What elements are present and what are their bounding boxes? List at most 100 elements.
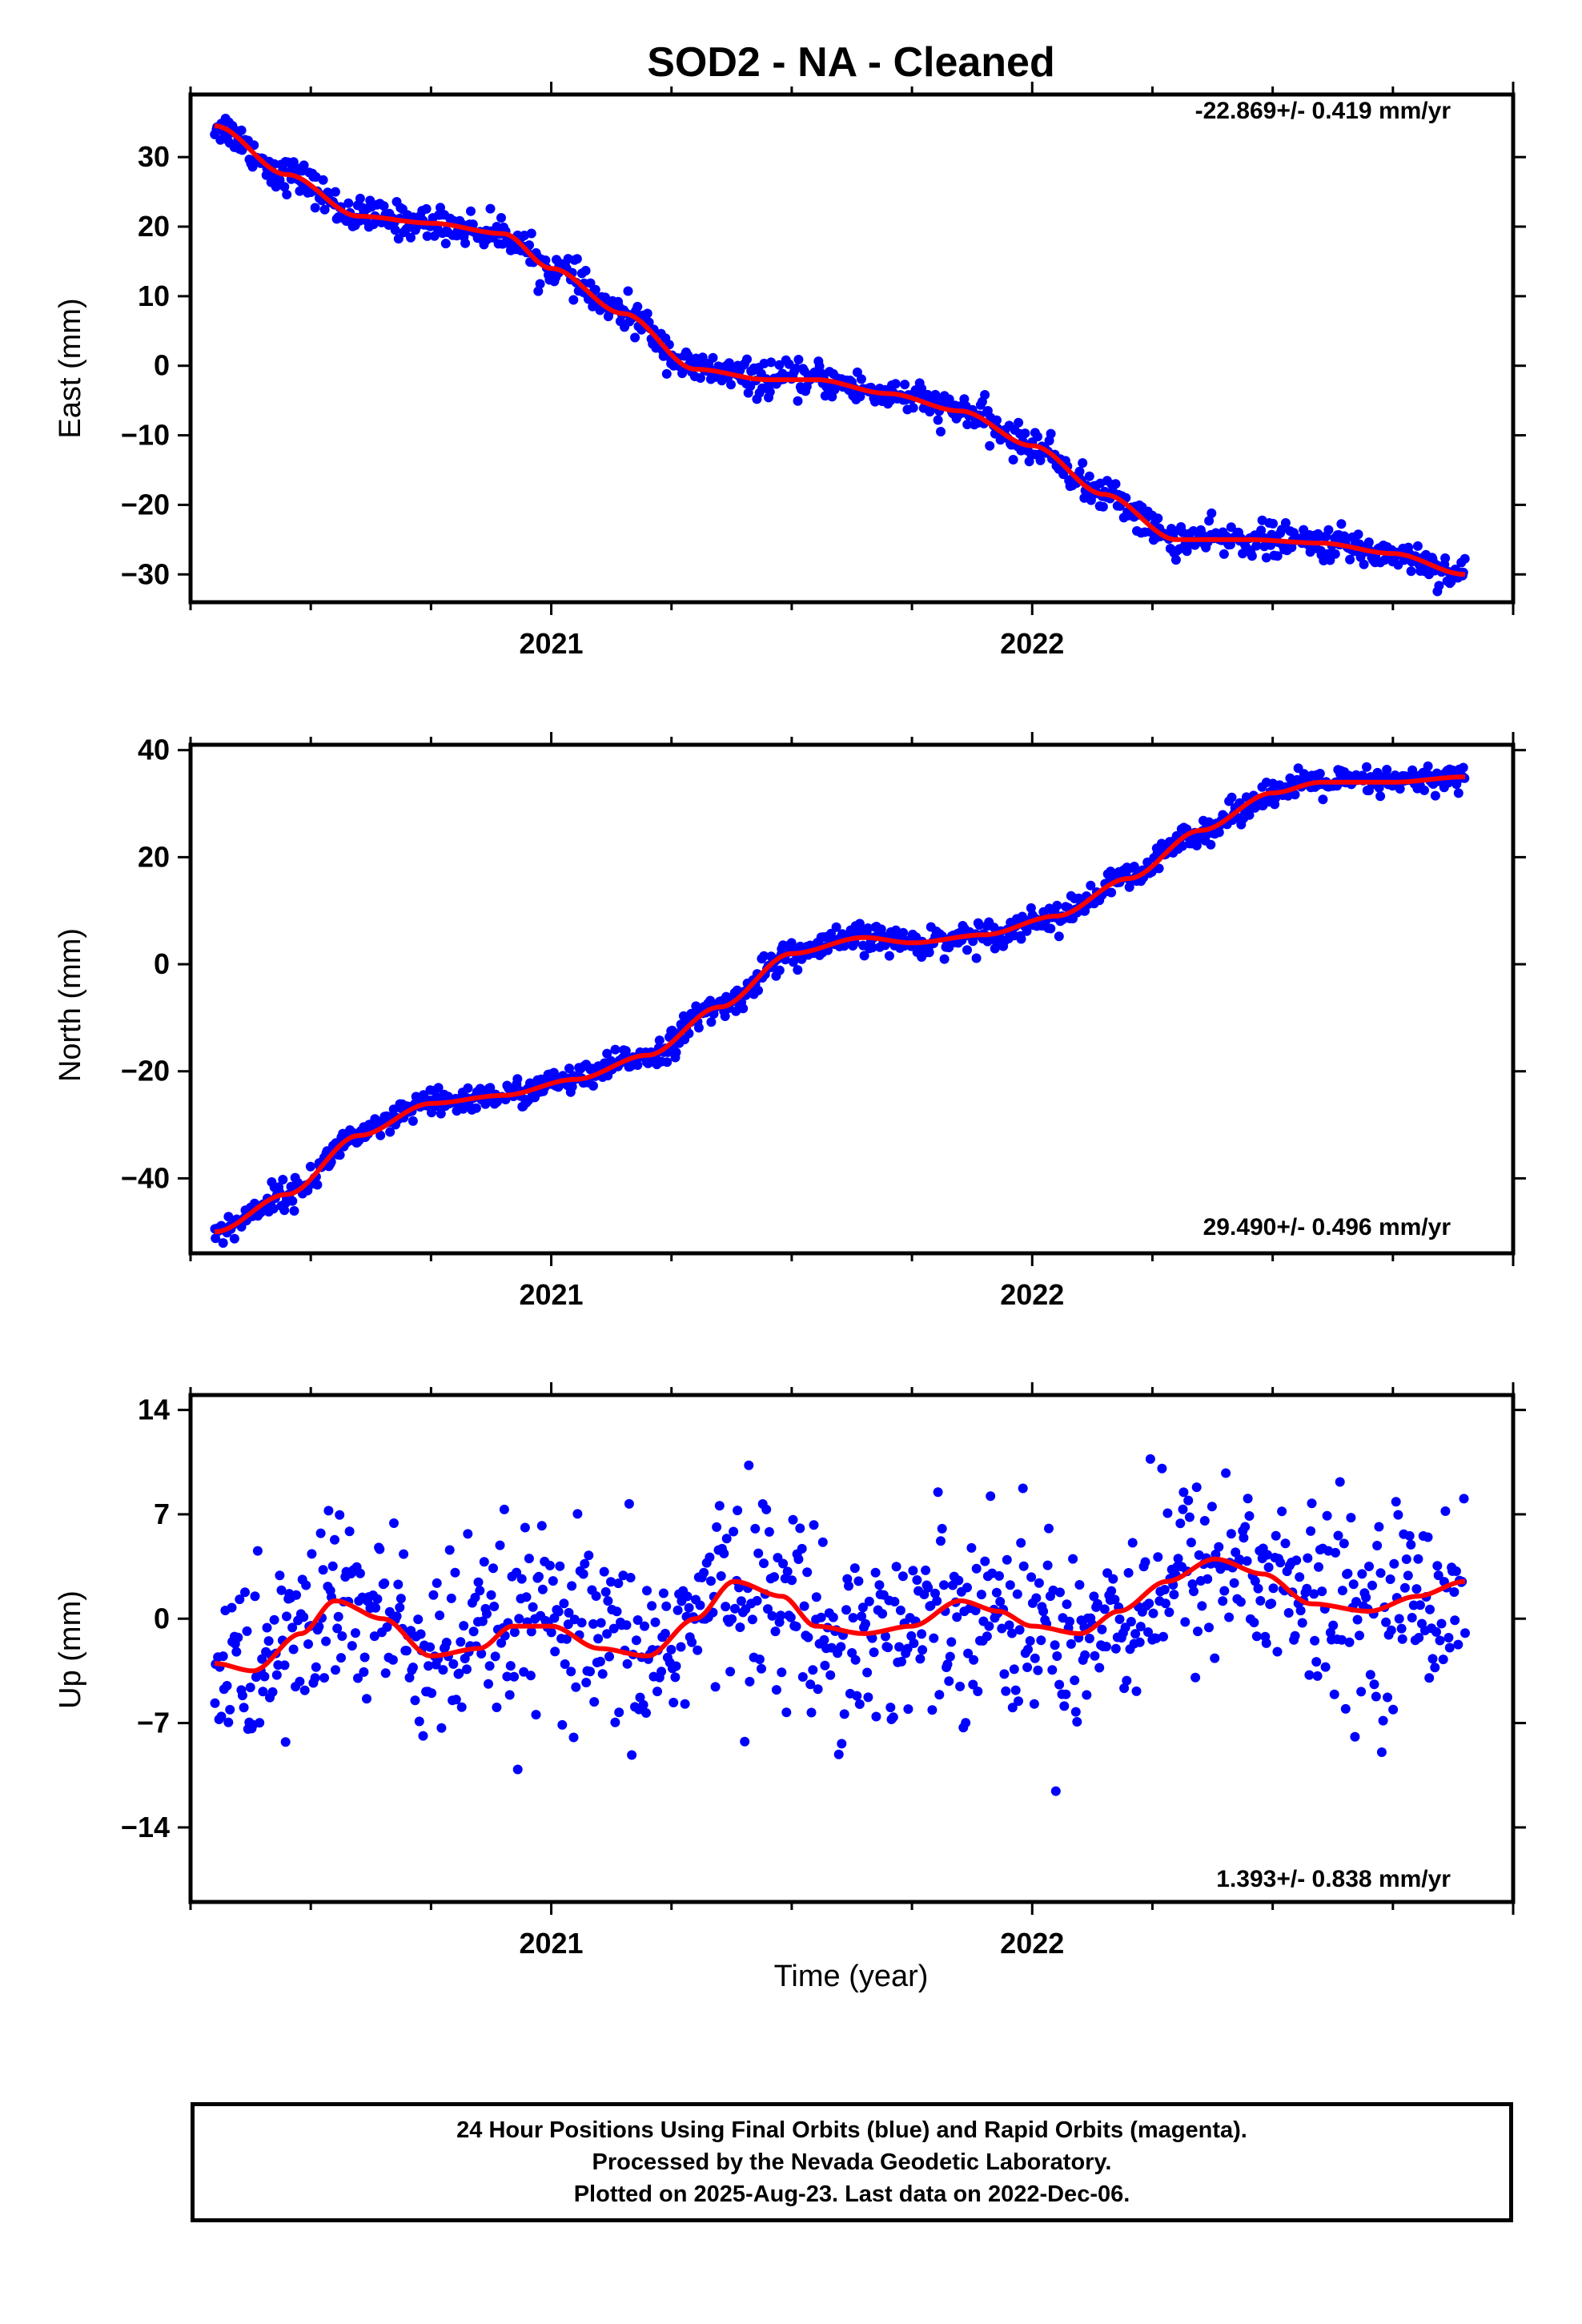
data-point [874,1580,885,1590]
data-point [929,1633,939,1643]
data-point [850,1655,861,1665]
data-point [1074,1580,1085,1590]
data-point [588,1618,598,1629]
data-point [1070,1707,1081,1717]
data-point [567,1581,577,1591]
data-point [1440,1506,1451,1516]
data-point [1331,1547,1340,1558]
data-point [1412,541,1423,551]
data-point [870,396,880,407]
data-point [1194,1550,1204,1560]
data-point [706,1576,716,1586]
data-point [536,1521,547,1531]
data-point [971,1563,982,1574]
data-point [754,1655,765,1664]
data-point [1098,501,1108,512]
data-point [218,1651,228,1662]
data-point [584,1550,594,1561]
data-point [380,1668,391,1679]
data-point [930,1588,940,1598]
fit-line [214,774,1465,1235]
data-point [1396,1623,1407,1634]
data-point [421,203,432,214]
data-point [282,1611,291,1622]
data-point [1406,566,1416,577]
data-point [1108,1574,1118,1584]
data-point [774,360,785,370]
data-point [561,1634,572,1644]
data-point [287,1196,298,1206]
data-point [1065,1616,1074,1626]
y-tick-label: −40 [121,1161,170,1194]
data-point [279,182,290,192]
data-point [1068,1554,1078,1564]
data-point [684,1602,694,1613]
data-point [448,1659,459,1669]
data-point [1170,555,1181,565]
data-point [301,1580,311,1590]
data-point [1014,1625,1025,1635]
data-point [1153,513,1163,524]
data-point [249,140,259,151]
data-point [1218,1596,1228,1606]
data-point [484,1661,495,1671]
data-point [735,1622,745,1632]
data-point [793,396,803,406]
data-point [384,1606,395,1617]
data-point [740,1736,750,1747]
data-point [488,1563,498,1574]
data-point [520,1522,530,1533]
data-point [980,1556,990,1566]
data-point [1423,1532,1433,1542]
data-point [1226,1529,1236,1539]
fit-line [214,1556,1466,1674]
data-point [962,945,972,955]
data-point [1207,508,1217,518]
data-point [791,364,801,373]
plot-frame [188,742,1516,1256]
data-point [1038,1606,1049,1617]
data-point [924,947,934,958]
data-point [973,1687,983,1696]
data-point [289,1206,299,1216]
data-point [1127,1538,1138,1548]
data-point [484,1679,493,1689]
data-point [388,1104,399,1115]
data-point [782,1566,793,1577]
data-point [1386,1625,1396,1635]
data-point [1206,839,1216,850]
data-point [908,1566,918,1576]
data-point [1414,1633,1424,1642]
data-point [1066,1638,1076,1649]
data-point [1044,1523,1054,1534]
data-point [631,1635,641,1646]
data-point [237,1691,247,1701]
data-point [531,1710,541,1720]
data-point [857,1611,867,1622]
data-point [785,1612,796,1622]
data-point [1070,1675,1080,1686]
data-point [1297,1618,1307,1628]
data-point [1263,1550,1272,1560]
data-point [753,1548,764,1558]
data-point [1460,553,1470,564]
data-point [1162,1508,1173,1518]
data-point [747,1614,757,1625]
data-point [211,1233,221,1244]
data-point [930,389,941,400]
data-point [853,1576,864,1586]
data-point [399,1549,409,1559]
data-point [1204,516,1215,526]
data-point [1227,792,1237,802]
data-point [590,284,600,295]
data-point [1359,559,1369,569]
data-point [1312,1671,1323,1681]
y-tick-label: 0 [154,349,170,382]
data-point [276,1585,287,1595]
data-point [509,1671,520,1682]
data-point [1310,1635,1320,1646]
data-point [1131,1686,1142,1696]
data-point [803,1632,813,1642]
data-point [877,1609,888,1619]
data-point [1247,551,1257,561]
